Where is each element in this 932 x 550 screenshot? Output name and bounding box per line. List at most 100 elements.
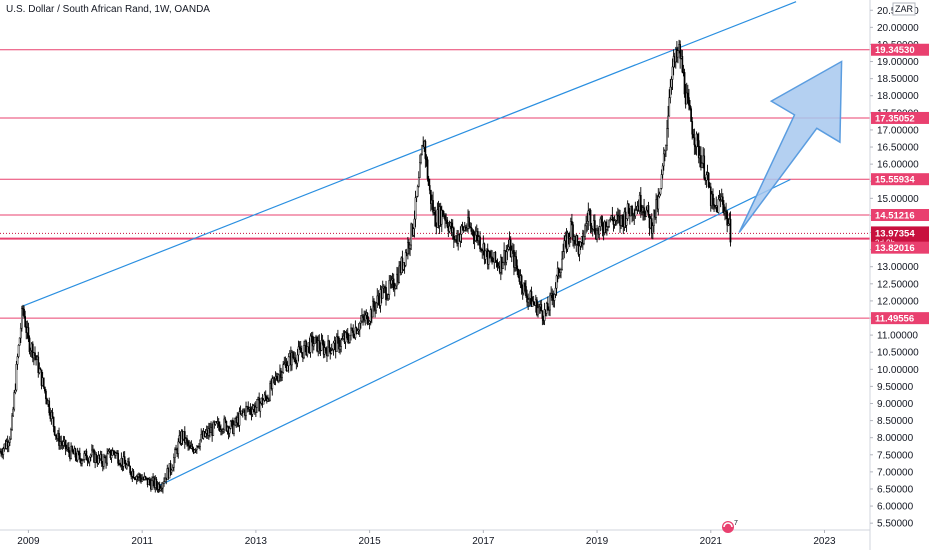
- channel-upper-line: [22, 1, 797, 307]
- price-label-box: [871, 209, 929, 222]
- y-tick-label: 18.50000: [877, 74, 919, 85]
- candle-body: [683, 72, 686, 95]
- candle-body: [109, 449, 112, 459]
- candle-body: [586, 221, 589, 224]
- x-tick-label: 2021: [700, 536, 723, 547]
- price-series: [0, 39, 732, 494]
- candle-body: [228, 428, 231, 434]
- time-axis[interactable]: 2009 2011 2013 2015 2017 2019 2021 2023: [17, 530, 836, 547]
- candle-body: [494, 251, 497, 262]
- candle-body: [297, 346, 300, 356]
- candle-body: [111, 450, 114, 456]
- candle-body: [224, 418, 227, 422]
- candle-body: [58, 433, 60, 446]
- price-axis[interactable]: 5.50000 6.00000 6.50000 7.00000 7.50000 8.000…: [870, 6, 919, 530]
- candle-body: [320, 340, 323, 351]
- candle-body: [299, 348, 302, 353]
- candle-body: [327, 340, 329, 357]
- y-tick-label: 16.50000: [877, 143, 919, 154]
- price-label: 13.82016: [875, 243, 915, 254]
- candle-body: [569, 221, 572, 238]
- candle-body: [339, 346, 341, 350]
- candle-body: [651, 225, 654, 234]
- candle-body: [282, 364, 285, 373]
- candle-body: [424, 141, 427, 159]
- candle-body: [24, 316, 27, 327]
- candle-body: [71, 446, 74, 452]
- candle-body: [616, 214, 619, 217]
- candle-body: [427, 178, 430, 186]
- y-tick-label: 8.00000: [877, 433, 914, 444]
- candle-body: [306, 346, 309, 356]
- y-tick-label: 17.00000: [877, 125, 919, 136]
- candle-body: [428, 185, 431, 191]
- candle-body: [283, 363, 286, 365]
- candle-body: [51, 412, 54, 418]
- candle-body: [296, 354, 299, 364]
- currency-badge[interactable]: [892, 2, 916, 16]
- candle-body: [697, 140, 700, 159]
- candle-body: [579, 241, 582, 247]
- projection-arrow: [738, 60, 843, 233]
- candle-body: [173, 457, 175, 468]
- candle-body: [64, 439, 67, 450]
- candle-body: [13, 392, 16, 410]
- candle-body: [685, 92, 688, 105]
- candle-body: [8, 438, 11, 443]
- candle-body: [223, 418, 226, 431]
- candle-body: [721, 196, 724, 205]
- candle-body: [398, 265, 400, 283]
- candle-body: [634, 210, 637, 217]
- candle-body: [386, 298, 388, 300]
- candle-body: [559, 272, 561, 276]
- candle-body: [442, 210, 444, 217]
- candle-body: [65, 448, 68, 450]
- candle-body: [495, 260, 498, 263]
- price-label-box: [871, 43, 929, 56]
- candle-body: [625, 218, 628, 226]
- candle-body: [554, 287, 557, 295]
- candle-body: [335, 336, 338, 352]
- candle-body: [567, 232, 570, 239]
- candle-body: [16, 356, 19, 365]
- candle-body: [563, 240, 566, 252]
- candle-body: [527, 299, 530, 303]
- candle-body: [548, 309, 550, 312]
- candle-body: [598, 226, 601, 235]
- candle-body: [264, 394, 267, 398]
- candle-body: [159, 488, 162, 491]
- candle-body: [645, 209, 648, 217]
- candle-body: [275, 376, 278, 380]
- candle-body: [703, 155, 706, 179]
- candle-body: [311, 335, 314, 347]
- candle-body: [543, 309, 546, 321]
- candle-body: [388, 280, 391, 295]
- candle-body: [277, 374, 280, 382]
- candle-body: [578, 245, 581, 255]
- candle-body: [713, 204, 715, 206]
- tradingview-logo-icon: 7: [722, 520, 738, 533]
- candle-body: [572, 224, 574, 241]
- y-tick-label: 19.00000: [877, 57, 919, 68]
- candle-body: [31, 343, 34, 359]
- candle-body: [502, 262, 504, 269]
- candle-body: [653, 209, 655, 226]
- candle-body: [606, 226, 608, 230]
- candle-body: [414, 197, 417, 220]
- candle-body: [345, 332, 348, 335]
- y-tick-label: 12.00000: [877, 296, 919, 307]
- y-tick-label: 9.00000: [877, 399, 914, 410]
- candle-body: [43, 386, 46, 392]
- candle-body: [139, 474, 141, 479]
- candle-body: [104, 456, 106, 459]
- candle-body: [549, 294, 551, 311]
- price-label-box: [871, 111, 929, 124]
- candle-body: [82, 459, 84, 462]
- candle-body: [344, 332, 347, 343]
- candle-body: [657, 196, 660, 210]
- candle-body: [193, 449, 196, 453]
- y-tick-label: 6.00000: [877, 502, 914, 513]
- candle-body: [726, 211, 729, 226]
- price-labels: 19.34530 17.35052 15.55934 14.51216 11.49556…: [871, 43, 929, 325]
- candle-body: [337, 336, 339, 339]
